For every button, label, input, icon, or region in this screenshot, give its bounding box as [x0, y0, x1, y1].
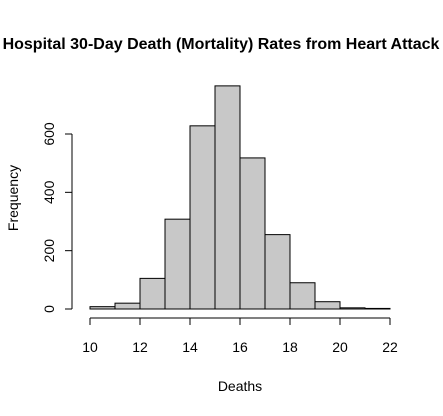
histogram-bar-20-21: [339, 307, 366, 310]
histogram-bar-19-20: [314, 301, 341, 310]
y-axis-ticks: 0 200 400 600: [41, 122, 72, 313]
x-tick-label-20: 20: [332, 339, 348, 355]
x-tick-label-12: 12: [132, 339, 148, 355]
histogram-bar-10-11: [89, 306, 116, 310]
y-tick-label-600: 600: [41, 122, 57, 146]
x-tick-label-16: 16: [232, 339, 248, 355]
histogram-bar-11-12: [114, 302, 141, 310]
histogram-bar-18-19: [289, 282, 316, 310]
histogram-bar-14-15: [189, 125, 216, 310]
histogram-bar-13-14: [164, 218, 191, 310]
y-tick-label-400: 400: [41, 180, 57, 204]
x-tick-label-10: 10: [82, 339, 98, 355]
chart-title: Hospital 30-Day Death (Mortality) Rates …: [3, 36, 440, 53]
histogram-bar-12-13: [139, 277, 166, 310]
x-tick-label-18: 18: [282, 339, 298, 355]
x-axis-ticks: 10 12 14 16 18 20 22: [82, 318, 398, 355]
y-axis-label: Frequency: [5, 165, 21, 231]
histogram-bar-16-17: [239, 157, 266, 310]
histogram-bar-21-22: [364, 307, 391, 310]
x-tick-label-14: 14: [182, 339, 198, 355]
y-tick-label-0: 0: [41, 305, 57, 313]
histogram-bar-17-18: [264, 234, 291, 310]
x-tick-label-22: 22: [382, 339, 398, 355]
histogram-bars: [89, 85, 391, 310]
histogram-bar-15-16: [214, 85, 241, 310]
y-tick-label-200: 200: [41, 239, 57, 263]
x-axis-label: Deaths: [218, 378, 262, 394]
